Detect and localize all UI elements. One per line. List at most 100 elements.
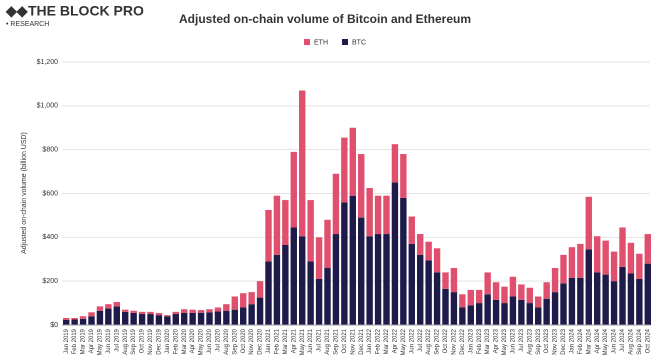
x-tick-label: Aug 2022	[426, 328, 432, 354]
bar-segment	[265, 209, 272, 262]
bar-segment	[501, 303, 508, 325]
bar-segment	[636, 278, 643, 325]
x-tick-label: Sep 2020	[232, 328, 238, 354]
x-tick-label: Aug 2019	[123, 328, 129, 354]
bar-segment	[197, 312, 205, 325]
bar-segment	[374, 195, 382, 235]
bar-segment	[206, 312, 213, 325]
bar-segment	[240, 307, 247, 325]
bar-segment	[349, 195, 356, 325]
y-tick-label: $200	[42, 278, 58, 285]
bar-segment	[408, 216, 415, 244]
legend-swatch	[342, 39, 348, 45]
bar-segment	[223, 304, 230, 311]
bar-segment	[63, 317, 70, 320]
x-tick-label: Sep 2024	[637, 328, 643, 354]
x-tick-label: Feb 2024	[578, 328, 584, 354]
x-tick-label: Dec 2020	[258, 328, 264, 354]
bar-segment	[433, 272, 441, 325]
bar-segment	[408, 243, 415, 325]
bar-segment	[602, 274, 609, 325]
bar-segment	[214, 311, 222, 325]
x-tick-label: Jul 2019	[114, 328, 120, 351]
y-tick-label: $0	[50, 322, 58, 329]
bar-segment	[231, 309, 238, 325]
bar-segment	[383, 195, 390, 235]
bar-segment	[256, 297, 264, 325]
bar-segment	[577, 243, 584, 278]
x-tick-label: Mar 2020	[182, 328, 188, 354]
bar-segment	[374, 234, 382, 325]
bar-segment	[560, 283, 567, 325]
bar-segment	[172, 314, 179, 325]
bar-segment	[509, 276, 517, 297]
x-tick-label: Mar 2022	[384, 328, 390, 354]
bar-segment	[96, 306, 104, 311]
x-tick-label: May 2022	[401, 328, 407, 355]
x-tick-label: Jul 2024	[620, 328, 626, 351]
bar-segment	[594, 272, 601, 325]
x-tick-label: Jul 2021	[317, 328, 323, 351]
bar-segment	[155, 312, 163, 316]
bar-segment	[341, 202, 348, 325]
x-tick-label: Dec 2021	[359, 328, 365, 354]
bar-segment	[282, 245, 289, 325]
bar-segment	[307, 200, 314, 262]
x-tick-label: May 2023	[502, 328, 508, 355]
bar-segment	[248, 292, 255, 305]
bar-segment	[147, 314, 154, 325]
logo: THE BLOCK PRO	[28, 3, 144, 19]
bar-segment	[248, 304, 255, 325]
bar-segment	[164, 315, 171, 317]
bar-segment	[644, 234, 651, 264]
x-tick-label: Jan 2021	[266, 328, 272, 353]
bar-segment	[467, 305, 474, 325]
bar-segment	[526, 303, 533, 325]
bar-segment	[391, 144, 399, 183]
x-tick-label: May 2024	[603, 328, 609, 355]
bar-segment	[518, 299, 525, 325]
bar-segment	[568, 247, 576, 278]
legend-label: ETH	[314, 39, 328, 46]
bar-segment	[417, 234, 424, 255]
x-tick-label: Jun 2024	[612, 328, 618, 353]
x-tick-label: Mar 2019	[81, 328, 87, 354]
bar-segment	[476, 289, 483, 304]
bar-segment	[96, 310, 104, 325]
x-tick-label: Feb 2021	[275, 328, 281, 354]
logo-mark: ◆◆	[5, 3, 29, 19]
bar-segment	[240, 293, 247, 308]
x-tick-label: Oct 2019	[140, 328, 146, 353]
bar-segment	[636, 253, 643, 279]
x-tick-label: Feb 2019	[72, 328, 78, 354]
bar-segment	[492, 299, 500, 325]
bar-segment	[358, 217, 365, 325]
bar-segment	[627, 242, 635, 274]
bar-segment	[197, 310, 205, 313]
x-tick-label: Apr 2021	[291, 328, 297, 353]
bar-segment	[535, 296, 542, 308]
bar-segment	[147, 311, 154, 315]
bar-segment	[256, 281, 264, 298]
bar-segment	[509, 296, 517, 325]
bar-segment	[501, 286, 508, 304]
y-axis-label: Adjusted on-chain volume (billion USD)	[21, 132, 28, 254]
bar-segment	[172, 311, 179, 315]
bar-segment	[324, 219, 331, 269]
x-tick-label: Sep 2019	[131, 328, 137, 354]
x-tick-label: Feb 2022	[376, 328, 382, 354]
bar-segment	[324, 268, 331, 325]
bar-segment	[341, 137, 348, 203]
bar-segment	[450, 292, 458, 325]
bar-segment	[282, 200, 289, 246]
bar-segment	[105, 308, 112, 325]
bar-segment	[526, 287, 533, 304]
legend-label: BTC	[352, 39, 366, 46]
bar-segment	[627, 273, 635, 325]
bar-segment	[459, 307, 466, 325]
bar-segment	[130, 312, 137, 325]
bar-segment	[644, 263, 651, 325]
x-tick-label: Oct 2020	[241, 328, 247, 353]
bar-segment	[273, 254, 281, 325]
